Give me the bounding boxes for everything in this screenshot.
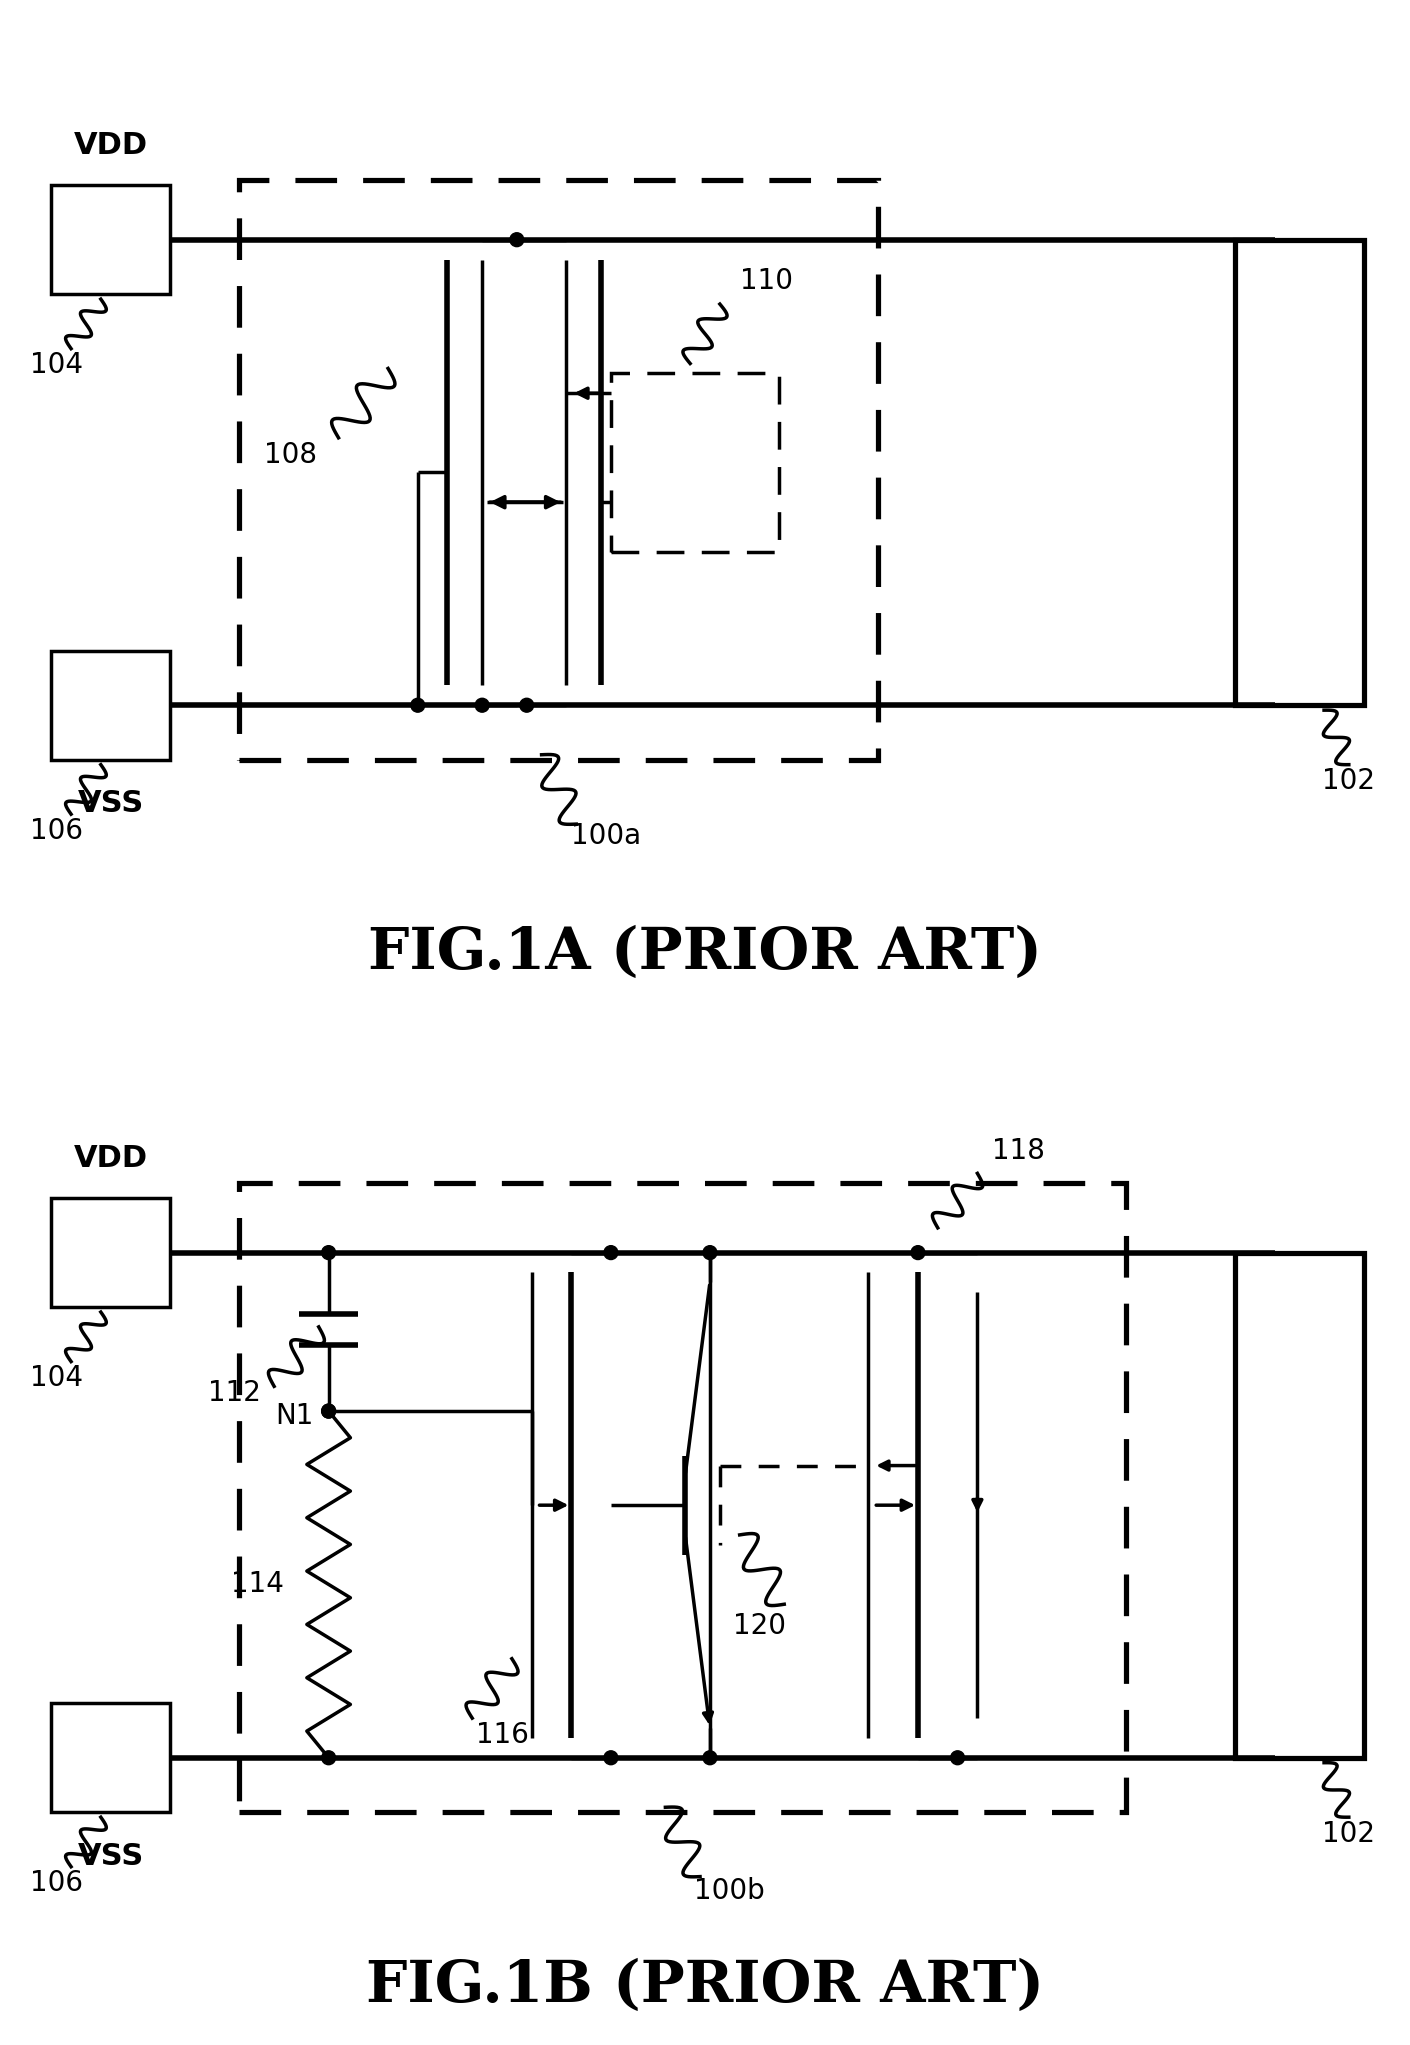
Circle shape	[704, 1751, 716, 1765]
Text: VDD: VDD	[73, 1145, 148, 1174]
Text: VDD: VDD	[73, 131, 148, 160]
Text: 110: 110	[740, 268, 792, 294]
Text: 104: 104	[30, 352, 83, 380]
Bar	[240, 180, 878, 759]
Circle shape	[321, 1405, 336, 1417]
Bar	[51, 1198, 171, 1307]
Circle shape	[520, 697, 533, 712]
Text: 114: 114	[231, 1571, 283, 1599]
Text: 120: 120	[733, 1611, 785, 1640]
Circle shape	[704, 1245, 716, 1260]
Text: 102: 102	[1323, 1820, 1375, 1849]
Text: 118: 118	[993, 1137, 1045, 1164]
Circle shape	[950, 1751, 964, 1765]
Text: 108: 108	[264, 440, 317, 468]
Circle shape	[410, 697, 424, 712]
Text: 102: 102	[1323, 767, 1375, 796]
Circle shape	[321, 1245, 336, 1260]
Bar	[1235, 1254, 1363, 1759]
Text: FIG.1A (PRIOR ART): FIG.1A (PRIOR ART)	[368, 924, 1042, 982]
Bar	[51, 1703, 171, 1812]
Text: VSS: VSS	[78, 1843, 144, 1871]
Bar	[611, 374, 780, 552]
Text: 106: 106	[30, 1869, 83, 1898]
Bar	[240, 1184, 1127, 1812]
Text: 104: 104	[30, 1364, 83, 1393]
Bar	[1235, 239, 1363, 706]
Circle shape	[603, 1751, 618, 1765]
Bar	[51, 186, 171, 294]
Text: FIG.1B (PRIOR ART): FIG.1B (PRIOR ART)	[367, 1957, 1043, 2014]
Text: 106: 106	[30, 816, 83, 845]
Circle shape	[321, 1405, 336, 1417]
Text: 116: 116	[475, 1722, 529, 1748]
Text: VSS: VSS	[78, 789, 144, 818]
Bar	[51, 650, 171, 759]
Circle shape	[475, 697, 489, 712]
Circle shape	[321, 1751, 336, 1765]
Text: 100b: 100b	[694, 1877, 766, 1906]
Text: 112: 112	[209, 1378, 261, 1407]
Text: N1: N1	[275, 1403, 314, 1429]
Circle shape	[510, 233, 523, 247]
Circle shape	[911, 1245, 925, 1260]
Circle shape	[603, 1245, 618, 1260]
Text: 100a: 100a	[571, 822, 642, 851]
